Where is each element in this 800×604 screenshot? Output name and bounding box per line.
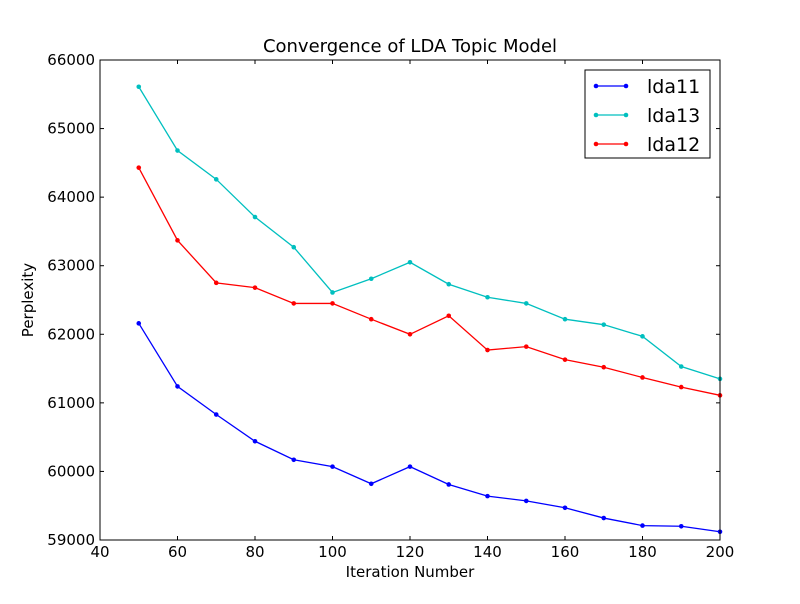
data-point-lda13: [640, 334, 645, 339]
legend-marker-lda13: [593, 112, 599, 118]
data-point-lda13: [601, 322, 607, 327]
data-point-lda12: [175, 238, 180, 243]
data-point-lda12: [562, 357, 568, 362]
data-point-lda11: [485, 493, 490, 499]
data-point-lda12: [330, 301, 335, 306]
legend-marker-lda12: [623, 141, 629, 147]
x-tick-label: 200: [706, 543, 735, 561]
data-point-lda11: [330, 464, 335, 469]
data-point-lda11: [136, 321, 142, 326]
data-point-lda12: [485, 347, 490, 353]
data-point-lda11: [446, 482, 452, 487]
data-point-lda11: [640, 523, 645, 528]
x-tick-label: 60: [168, 543, 187, 561]
legend-label-lda13: lda13: [647, 105, 700, 127]
data-point-lda11: [368, 481, 374, 487]
y-axis-label: Perplexity: [19, 263, 37, 337]
data-point-lda13: [330, 290, 335, 295]
y-tick-label: 66000: [47, 51, 95, 69]
series-lda11: [136, 321, 723, 535]
data-point-lda12: [446, 313, 452, 319]
data-point-lda11: [175, 384, 180, 389]
data-point-lda12: [678, 384, 684, 390]
legend-box: [584, 69, 711, 159]
plot-frame: [99, 59, 721, 541]
series-line-lda11: [138, 322, 721, 533]
series-lda13: [136, 84, 723, 382]
series-layer: [136, 84, 723, 535]
data-point-lda11: [678, 523, 684, 529]
x-tick-label: 40: [90, 543, 109, 561]
data-point-lda12: [601, 364, 607, 370]
data-point-lda11: [291, 457, 297, 463]
data-point-lda11: [407, 464, 413, 469]
x-tick-label: 140: [473, 543, 502, 561]
data-point-lda13: [291, 244, 297, 250]
data-point-lda13: [523, 301, 529, 306]
x-tick-label: 80: [245, 543, 264, 561]
series-line-lda12: [138, 167, 721, 396]
legend-marker-lda11: [593, 83, 599, 89]
data-point-lda11: [562, 505, 568, 511]
data-point-lda13: [446, 281, 452, 287]
data-point-lda12: [252, 285, 258, 290]
y-tick-label: 65000: [47, 120, 95, 138]
data-point-lda13: [678, 364, 684, 369]
data-point-lda13: [213, 177, 219, 182]
data-point-lda11: [601, 515, 607, 521]
data-point-lda11: [523, 498, 529, 504]
legend: lda11 lda13 lda12: [584, 69, 711, 159]
data-point-lda12: [640, 375, 645, 380]
data-point-lda13: [136, 84, 142, 90]
data-point-lda13: [175, 148, 180, 153]
data-point-lda12: [213, 280, 219, 286]
data-point-lda12: [136, 165, 142, 170]
data-point-lda13: [485, 294, 490, 300]
y-tick-label: 62000: [47, 325, 95, 343]
axes-layer: 40 60 80 100 120 140 160 180 200 59000 60000 61000 6…: [47, 51, 734, 561]
data-point-lda13: [368, 276, 374, 282]
y-tick-label: 63000: [47, 257, 95, 275]
x-tick-label: 160: [551, 543, 580, 561]
series-lda12: [136, 165, 723, 398]
y-tick-label: 61000: [47, 394, 95, 412]
data-point-lda13: [252, 214, 258, 220]
legend-marker-lda13: [623, 112, 629, 118]
chart-title: Convergence of LDA Topic Model: [263, 36, 557, 57]
legend-marker-lda12: [593, 141, 599, 147]
x-axis-label: Iteration Number: [346, 563, 475, 581]
data-point-lda13: [562, 316, 568, 322]
legend-marker-lda11: [623, 83, 629, 89]
series-line-lda13: [138, 86, 721, 380]
data-point-lda12: [368, 316, 374, 322]
x-tick-label: 100: [318, 543, 347, 561]
x-tick-label: 120: [396, 543, 425, 561]
data-point-lda12: [523, 344, 529, 349]
data-point-lda13: [407, 259, 413, 265]
y-tick-label: 64000: [47, 188, 95, 206]
y-tick-label: 60000: [47, 462, 95, 480]
data-point-lda12: [291, 301, 297, 306]
data-point-lda11: [252, 438, 258, 444]
data-point-lda12: [407, 331, 413, 337]
data-point-lda11: [213, 412, 219, 417]
y-tick-label: 59000: [47, 531, 95, 549]
x-tick-label: 180: [628, 543, 657, 561]
legend-label-lda12: lda12: [647, 134, 700, 156]
legend-label-lda11: lda11: [647, 76, 700, 98]
